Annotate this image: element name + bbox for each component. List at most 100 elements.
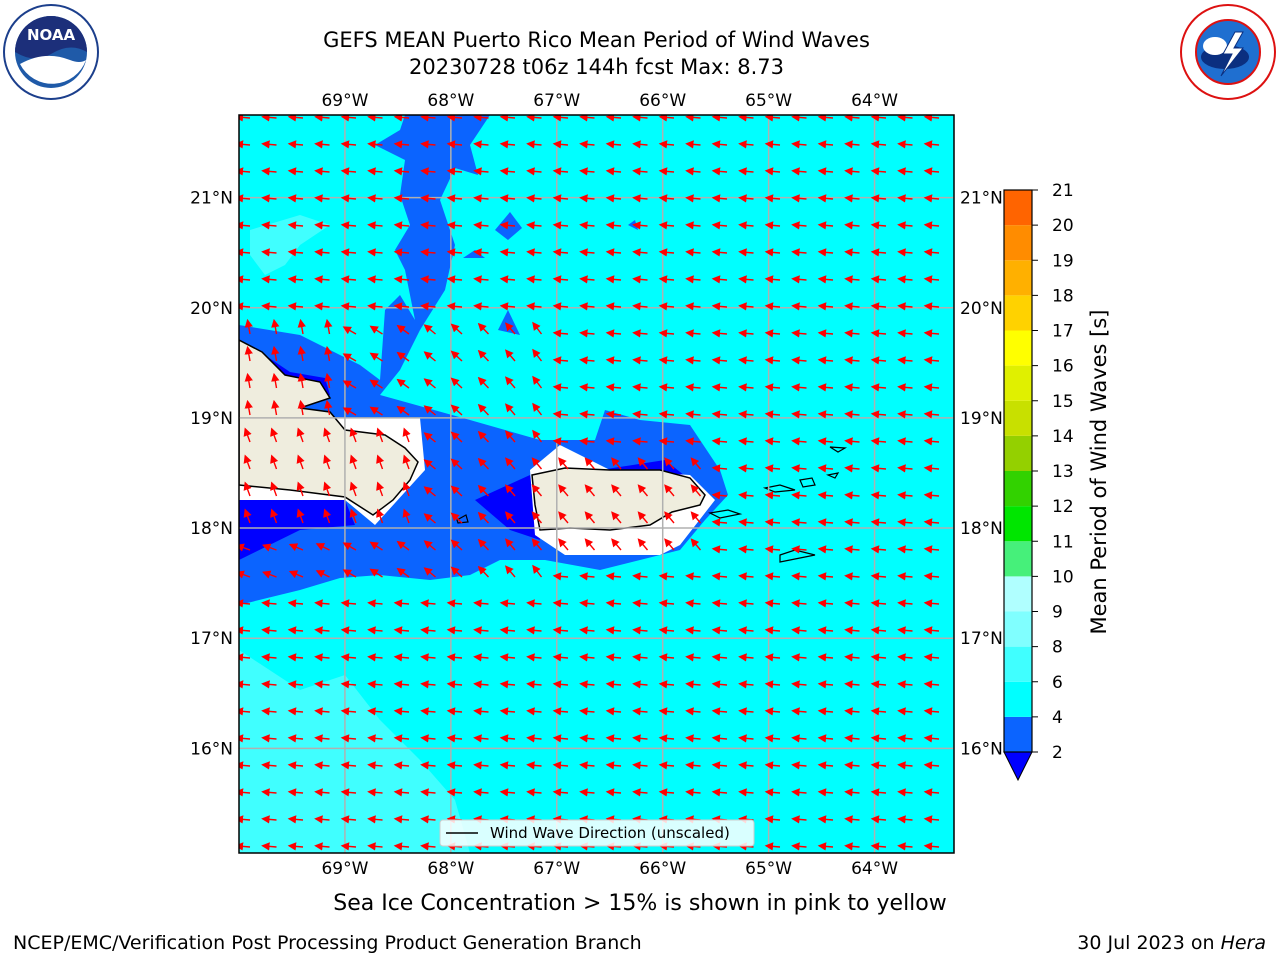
colorbar-segment xyxy=(1004,190,1032,226)
direction-arrow xyxy=(658,410,675,419)
direction-arrow xyxy=(579,761,595,770)
colorbar-tick-label: 17 xyxy=(1052,322,1074,342)
direction-arrow xyxy=(531,538,543,551)
direction-arrow xyxy=(605,115,622,122)
direction-arrow xyxy=(477,376,490,389)
direction-arrow xyxy=(923,626,940,635)
direction-arrow xyxy=(611,457,622,470)
direction-arrow xyxy=(393,167,410,176)
direction-arrow xyxy=(393,115,410,122)
direction-arrow xyxy=(499,302,516,311)
lon-label-bottom: 69°W xyxy=(321,859,368,879)
direction-arrow xyxy=(579,248,595,257)
direction-arrow xyxy=(897,626,913,635)
direction-arrow xyxy=(579,410,595,419)
direction-arrow xyxy=(499,599,516,608)
direction-arrow xyxy=(261,788,277,797)
direction-arrow xyxy=(446,680,463,689)
direction-arrow xyxy=(632,194,648,203)
direction-arrow xyxy=(738,653,754,662)
direction-arrow xyxy=(499,653,516,662)
direction-arrow xyxy=(369,568,383,578)
direction-arrow xyxy=(738,167,754,176)
direction-arrow xyxy=(897,140,913,149)
direction-arrow xyxy=(685,248,701,257)
direction-arrow xyxy=(349,427,358,443)
direction-arrow xyxy=(664,484,675,497)
direction-arrow xyxy=(923,115,940,122)
direction-arrow xyxy=(261,761,277,770)
direction-arrow xyxy=(658,680,675,689)
direction-arrow xyxy=(504,538,516,551)
direction-arrow xyxy=(605,680,622,689)
nws-logo xyxy=(1180,4,1276,100)
direction-arrow xyxy=(558,538,569,551)
direction-arrow xyxy=(261,194,277,203)
colorbar-tick-label: 14 xyxy=(1052,427,1074,447)
direction-arrow xyxy=(897,115,913,122)
direction-arrow xyxy=(605,707,622,716)
direction-arrow xyxy=(817,221,834,230)
direction-arrow xyxy=(817,788,834,797)
direction-arrow xyxy=(738,275,754,284)
direction-arrow xyxy=(314,626,330,635)
direction-arrow xyxy=(287,815,304,824)
direction-arrow xyxy=(239,626,251,635)
lon-label-top: 67°W xyxy=(533,91,580,111)
direction-arrow xyxy=(239,842,251,851)
direction-arrow xyxy=(323,427,332,443)
direction-arrow xyxy=(446,653,463,662)
direction-arrow xyxy=(738,626,754,635)
direction-arrow xyxy=(658,599,675,608)
direction-arrow xyxy=(658,194,675,203)
direction-arrow xyxy=(923,464,940,473)
direction-arrow xyxy=(450,485,463,497)
direction-arrow xyxy=(579,302,595,311)
direction-arrow xyxy=(632,275,648,284)
direction-arrow xyxy=(473,680,489,689)
direction-arrow xyxy=(499,194,516,203)
direction-arrow xyxy=(239,194,251,203)
colorbar-tick-label: 11 xyxy=(1052,532,1074,552)
direction-arrow xyxy=(844,545,860,554)
direction-arrow xyxy=(605,221,622,230)
colorbar-under-triangle xyxy=(1003,751,1033,782)
direction-arrow xyxy=(450,431,463,443)
direction-arrow xyxy=(244,318,253,335)
direction-arrow xyxy=(369,352,383,362)
direction-arrow xyxy=(340,302,357,311)
direction-arrow xyxy=(738,383,754,392)
direction-arrow xyxy=(685,302,701,311)
direction-arrow xyxy=(658,302,675,311)
noaa-logo-text: NOAA xyxy=(27,26,76,44)
direction-arrow xyxy=(584,484,596,497)
direction-arrow xyxy=(342,326,357,335)
direction-arrow xyxy=(685,653,701,662)
direction-arrow xyxy=(870,140,887,149)
direction-arrow xyxy=(923,653,940,662)
graticule xyxy=(239,115,954,853)
direction-arrow xyxy=(738,248,754,257)
direction-arrow xyxy=(314,167,330,176)
direction-arrow xyxy=(296,508,305,524)
direction-arrow xyxy=(844,221,860,230)
direction-arrow xyxy=(446,167,463,176)
direction-arrow xyxy=(923,194,940,203)
direction-arrow xyxy=(420,167,436,176)
direction-arrow xyxy=(420,842,436,851)
lon-label-top: 69°W xyxy=(321,91,368,111)
direction-arrow xyxy=(552,572,569,581)
direction-arrow xyxy=(287,194,304,203)
direction-arrow xyxy=(584,538,596,551)
direction-arrow xyxy=(526,194,542,203)
direction-arrow xyxy=(738,356,754,365)
direction-arrow xyxy=(711,707,728,716)
direction-arrow xyxy=(870,815,887,824)
direction-arrow xyxy=(552,115,569,122)
colorbar-segment xyxy=(1004,260,1032,296)
direction-arrow xyxy=(450,377,463,389)
direction-arrow xyxy=(342,380,357,389)
direction-arrow xyxy=(632,221,648,230)
direction-arrow xyxy=(261,140,277,149)
direction-arrow xyxy=(711,734,728,743)
